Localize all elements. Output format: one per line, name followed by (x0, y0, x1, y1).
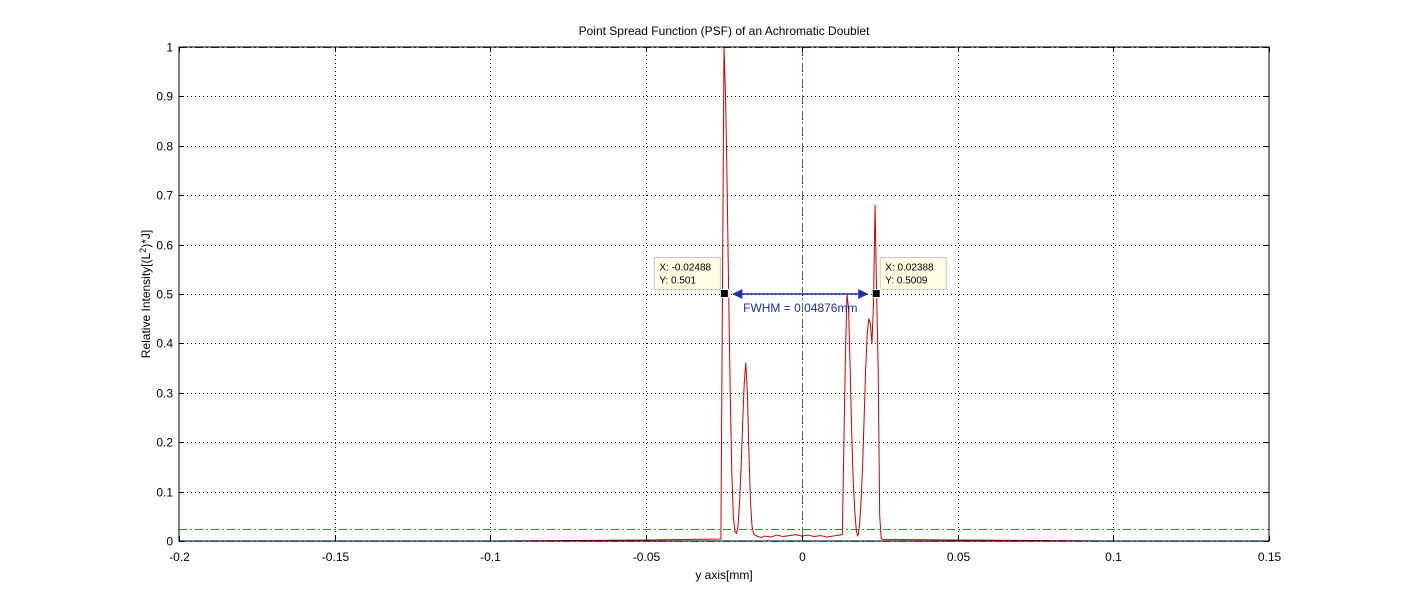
datatip-x-text: X: -0.02488 (659, 263, 711, 274)
annotations[interactable]: FWHM = 0.04876mm X: -0.02488 Y: 0.501 X: 0.… (653, 257, 947, 315)
datatip-marker[interactable] (871, 289, 881, 299)
ticks: -0.2 -0.15 -0.1 -0.05 0 0.05 0.1 0.15 0 0.1 0.2 0.3… (156, 41, 1281, 565)
y-tick-label: 0.9 (156, 90, 173, 104)
y-tick-label: 0.1 (156, 486, 173, 500)
x-tick-label: 0.15 (1258, 550, 1282, 564)
y-tick-label: 0 (166, 535, 173, 549)
datatip-marker[interactable] (719, 289, 729, 299)
y-tick-label: 0.6 (156, 239, 173, 253)
x-tick-label: -0.15 (322, 550, 350, 564)
datatip-x-text: X: 0.02388 (885, 263, 934, 274)
x-tick-label: 0.05 (947, 550, 971, 564)
y-tick-label: 0.5 (156, 288, 173, 302)
y-axis-label: Relative Intensity[(L2)*J] (138, 230, 153, 358)
y-tick-label: 1 (166, 41, 173, 55)
datatip[interactable]: X: 0.02388 Y: 0.5009 (871, 257, 947, 299)
series-layer (179, 46, 1269, 542)
psf-series-line (179, 46, 1269, 542)
x-tick-label: -0.1 (480, 550, 501, 564)
datatip[interactable]: X: -0.02488 Y: 0.501 (653, 257, 729, 299)
y-tick-label: 0.7 (156, 189, 173, 203)
y-axis-label-part-3: )*J] (139, 230, 153, 248)
y-axis-label-superscript: 2 (138, 248, 148, 253)
x-tick-label: 0 (799, 550, 806, 564)
datatip-y-text: Y: 0.501 (659, 276, 696, 287)
x-tick-label: 0.1 (1105, 550, 1122, 564)
datatip-box (879, 257, 947, 291)
x-tick-label: -0.2 (169, 550, 190, 564)
y-tick-label: 0.2 (156, 436, 173, 450)
datatip-box (653, 257, 721, 291)
fwhm-label: FWHM = 0.04876mm (743, 301, 857, 315)
y-axis-label-part-1: Relative Intensity[(L (139, 252, 153, 358)
x-axis-label: y axis[mm] (695, 568, 752, 582)
x-tick-label: -0.05 (633, 550, 661, 564)
chart-title: Point Spread Function (PSF) of an Achrom… (579, 24, 870, 38)
datatip-y-text: Y: 0.5009 (885, 276, 928, 287)
y-tick-label: 0.8 (156, 140, 173, 154)
y-tick-label: 0.4 (156, 337, 173, 351)
y-tick-label: 0.3 (156, 387, 173, 401)
